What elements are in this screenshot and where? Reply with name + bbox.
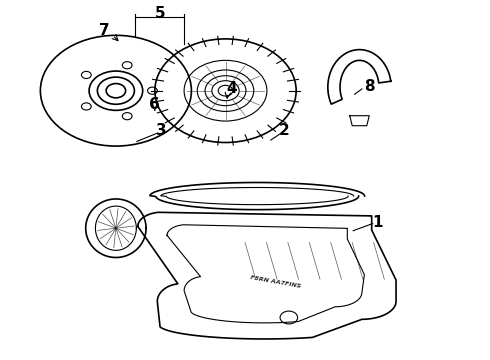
Text: 5: 5	[154, 6, 165, 21]
Text: 2: 2	[279, 123, 290, 138]
Text: 8: 8	[364, 79, 374, 94]
Text: 1: 1	[372, 215, 383, 230]
Text: 6: 6	[149, 97, 160, 112]
Text: 3: 3	[156, 123, 167, 138]
Text: F5RN AA7FINS: F5RN AA7FINS	[250, 275, 301, 289]
Text: 4: 4	[226, 81, 237, 96]
Text: 7: 7	[99, 23, 110, 38]
